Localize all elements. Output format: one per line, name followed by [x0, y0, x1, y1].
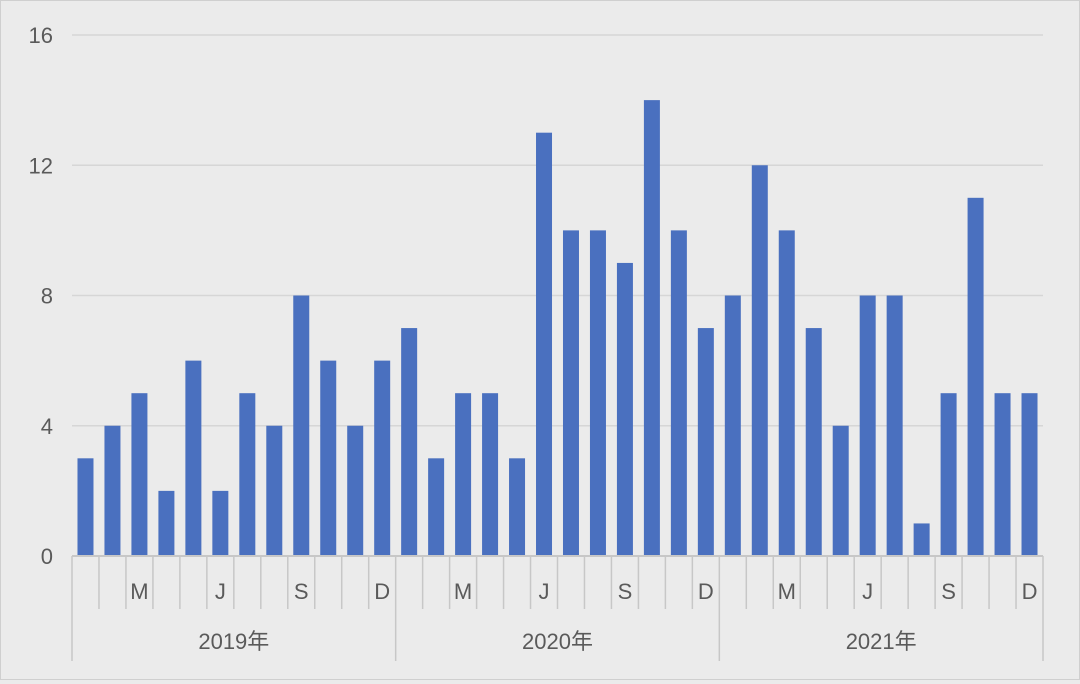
- y-tick-label: 0: [41, 544, 53, 569]
- month-label: D: [1022, 579, 1038, 604]
- month-label: D: [374, 579, 390, 604]
- bar: [104, 425, 121, 556]
- bar: [212, 490, 229, 556]
- bars: [77, 100, 1038, 556]
- bar: [1021, 393, 1038, 556]
- bar: [616, 262, 633, 556]
- bar: [536, 132, 553, 556]
- bar: [266, 425, 283, 556]
- month-label: M: [454, 579, 472, 604]
- bar: [455, 393, 472, 556]
- bar: [724, 295, 741, 556]
- bar: [293, 295, 310, 556]
- bar: [832, 425, 849, 556]
- bar: [320, 360, 337, 556]
- month-label: M: [778, 579, 796, 604]
- y-axis-ticks: 0 4 8 12 16: [29, 23, 53, 569]
- x-axis: [71, 555, 1044, 661]
- y-tick-label: 8: [41, 284, 53, 309]
- year-label: 2020年: [522, 629, 593, 654]
- bar: [374, 360, 391, 556]
- y-tick-label: 12: [29, 153, 53, 178]
- bar: [158, 490, 175, 556]
- bar: [509, 458, 526, 556]
- gridlines: [72, 34, 1043, 427]
- bar: [778, 230, 795, 556]
- bar: [994, 393, 1011, 556]
- bar: [347, 425, 364, 556]
- month-label: S: [941, 579, 956, 604]
- bar: [589, 230, 606, 556]
- month-label: J: [539, 579, 550, 604]
- month-label: D: [698, 579, 714, 604]
- year-labels: 2019年 2020年 2021年: [198, 629, 916, 654]
- bar: [77, 458, 94, 556]
- bar: [643, 100, 660, 556]
- bar: [859, 295, 876, 556]
- bar: [940, 393, 957, 556]
- bar: [239, 393, 256, 556]
- bar: [967, 197, 984, 556]
- year-label: 2019年: [198, 629, 269, 654]
- bar: [482, 393, 499, 556]
- bar: [751, 165, 768, 556]
- y-tick-label: 4: [41, 414, 53, 439]
- month-label: M: [130, 579, 148, 604]
- bar: [670, 230, 687, 556]
- bar: [886, 295, 903, 556]
- bar: [401, 328, 418, 556]
- month-label: J: [862, 579, 873, 604]
- y-tick-label: 16: [29, 23, 53, 48]
- month-label: J: [215, 579, 226, 604]
- bar: [131, 393, 148, 556]
- bar: [428, 458, 445, 556]
- month-label: S: [618, 579, 633, 604]
- bar: [185, 360, 202, 556]
- month-label: S: [294, 579, 309, 604]
- year-label: 2021年: [846, 629, 917, 654]
- bar: [805, 328, 822, 556]
- bar: [562, 230, 579, 556]
- bar: [697, 328, 714, 556]
- bar: [913, 523, 930, 556]
